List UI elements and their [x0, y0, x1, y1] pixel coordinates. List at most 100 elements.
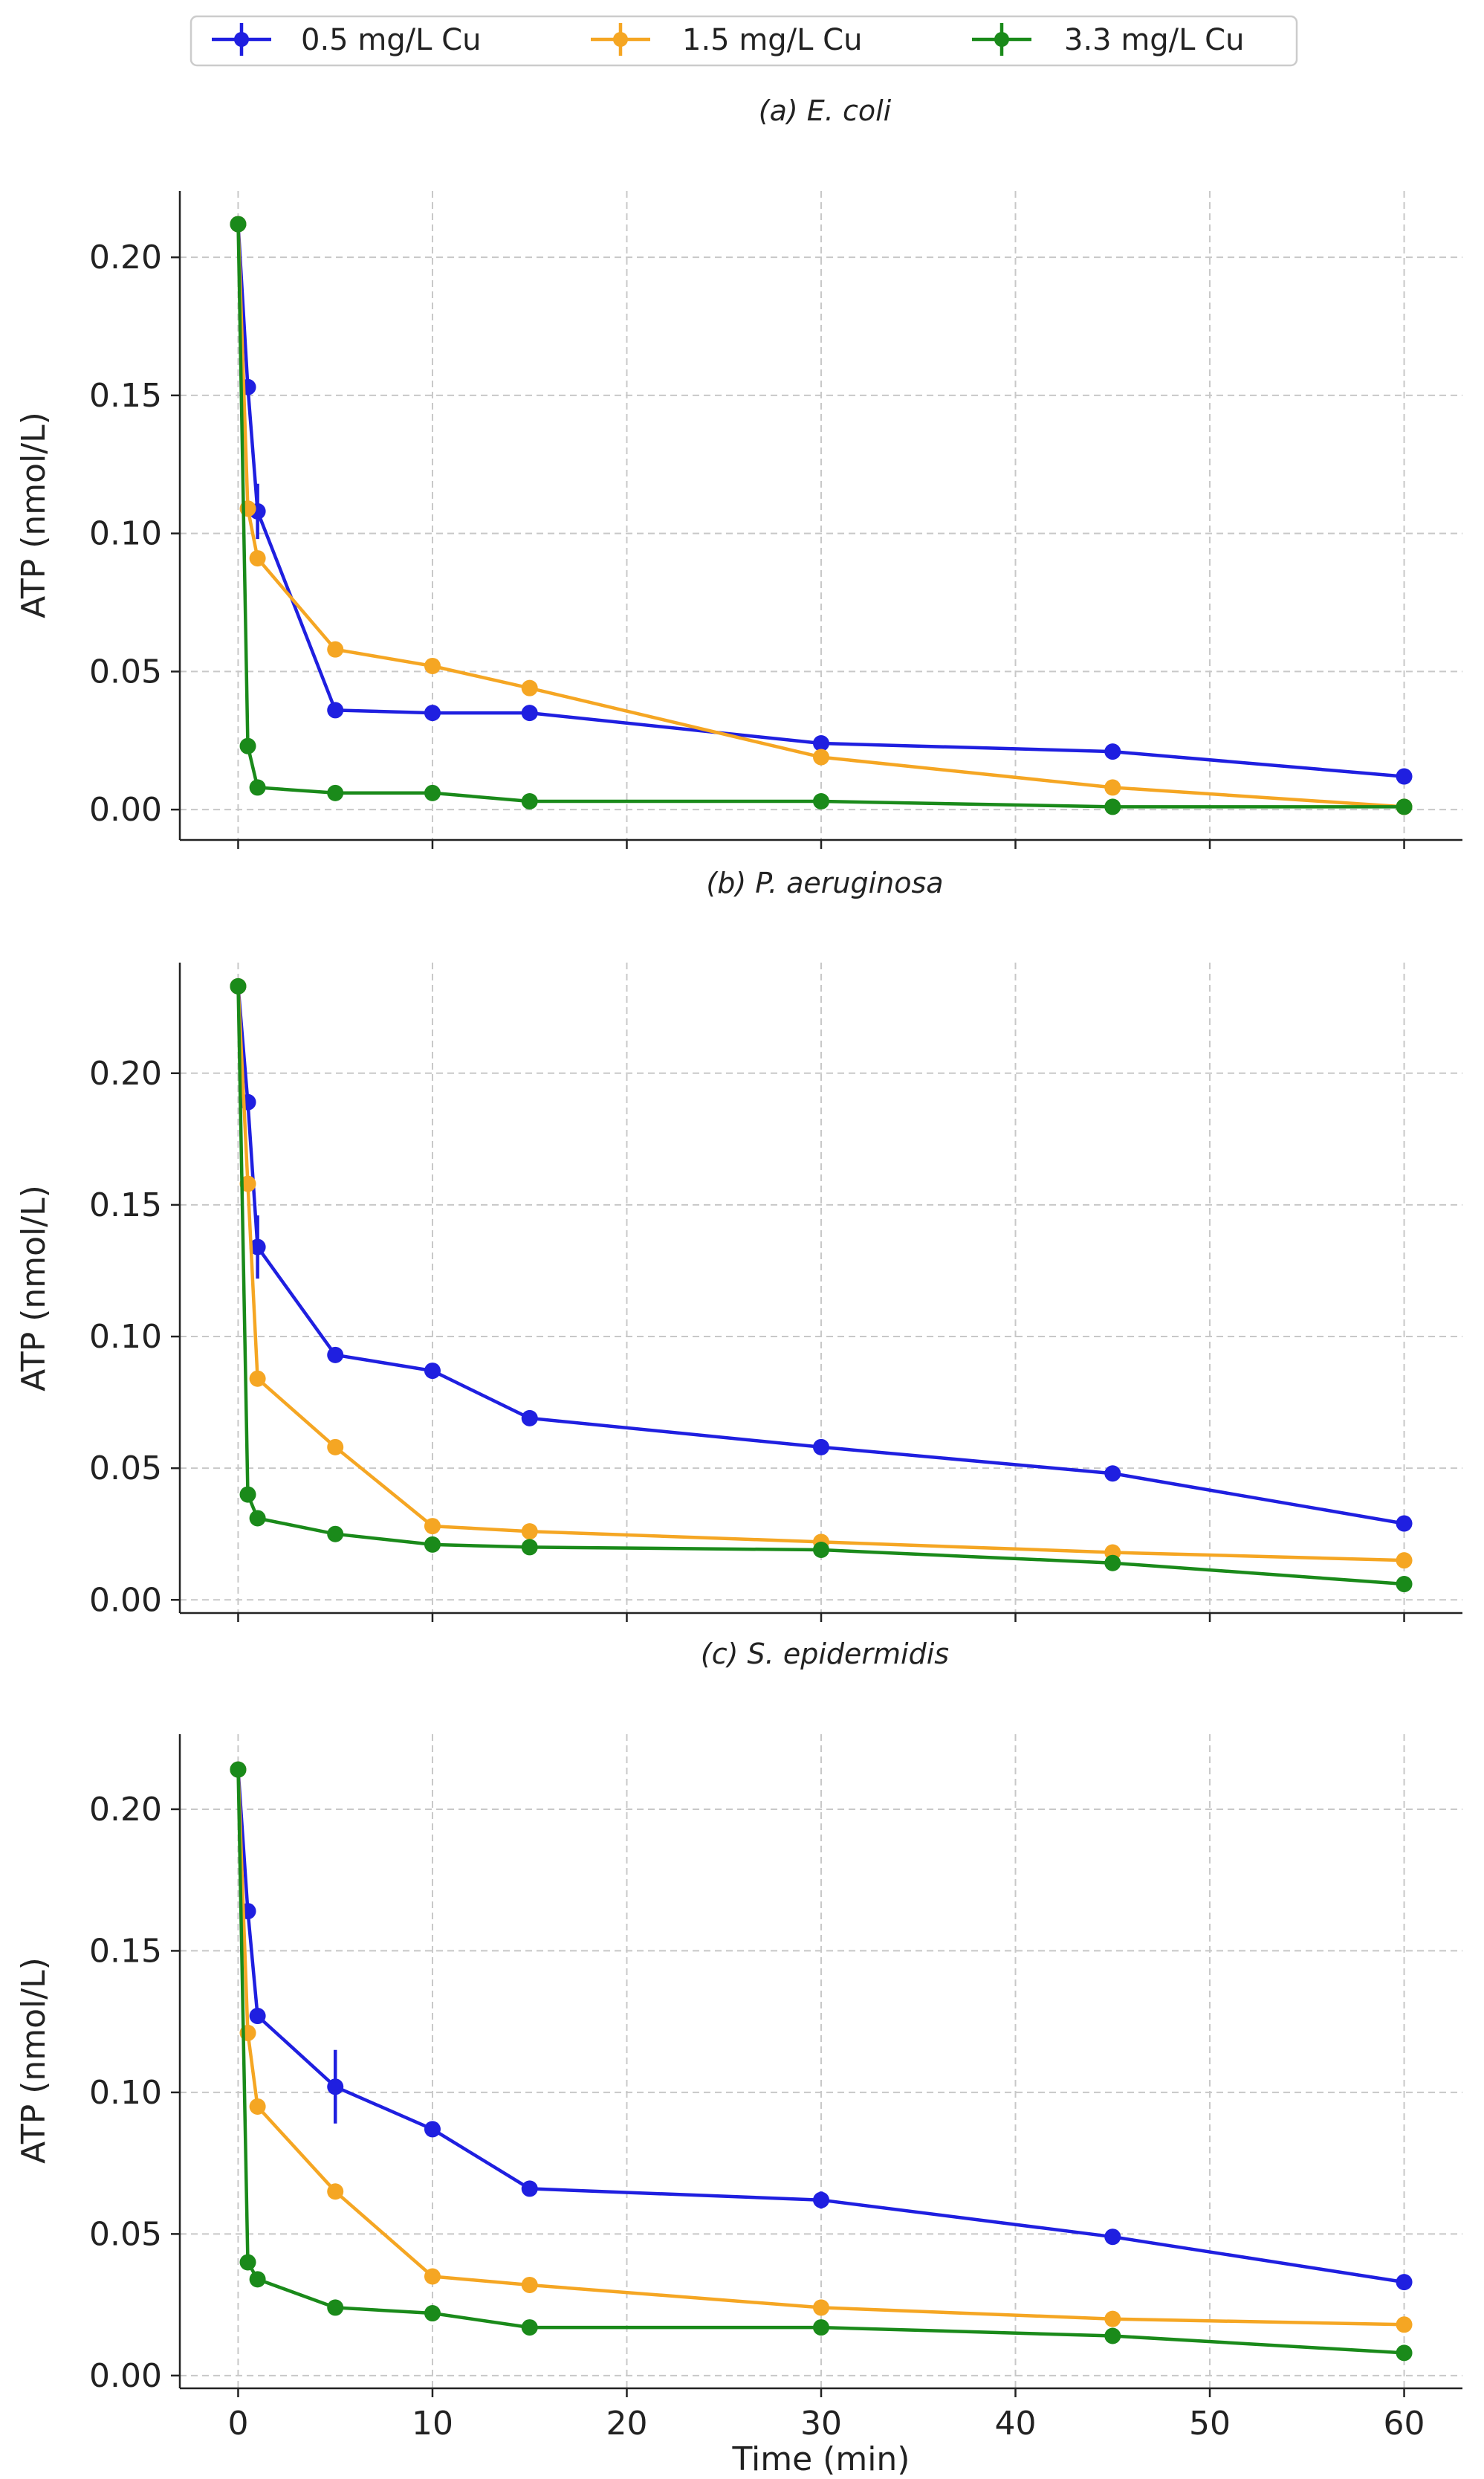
data-point [521, 1409, 538, 1426]
data-point [424, 705, 441, 722]
y-tick-label: 0.20 [89, 1055, 162, 1093]
panel-e-coli: 0.00 0.05 0.10 0.15 0.20 ATP (nmol/L) [15, 191, 1462, 849]
data-point [813, 2191, 829, 2208]
data-point [813, 1438, 829, 1455]
data-point [521, 2276, 538, 2293]
data-point [1396, 798, 1413, 815]
legend-marker-2 [994, 32, 1009, 47]
y-tick-label: 0.15 [89, 1932, 162, 1970]
data-point [1104, 743, 1121, 760]
y-tick-label: 0.10 [89, 515, 162, 553]
data-point [327, 1438, 344, 1455]
data-point [249, 2271, 266, 2288]
x-tick-label: 10 [412, 2405, 453, 2443]
x-tick-label: 50 [1189, 2405, 1231, 2443]
y-tick-label: 0.10 [89, 1318, 162, 1356]
data-point [230, 216, 247, 233]
data-point [813, 2319, 829, 2336]
panel-p-aeruginosa: 0.00 0.05 0.10 0.15 0.20 ATP (nmol/L) [15, 963, 1462, 1622]
data-point [239, 1175, 256, 1192]
data-point [813, 749, 829, 766]
data-point [327, 2299, 344, 2316]
data-point [1104, 1554, 1121, 1571]
series-2 [230, 977, 1413, 1593]
data-point [424, 1536, 441, 1553]
panel-s-epidermidis: 0 10 20 30 40 50 60 0.00 0.05 0.10 0.15 0.20 ATP (nm… [15, 1734, 1462, 2478]
data-point [249, 1370, 266, 1387]
data-point [249, 779, 266, 796]
panel-title-a: (a) E. coli [759, 94, 892, 127]
x-tick-label: 0 [227, 2405, 248, 2443]
data-point [249, 2008, 266, 2025]
y-tick-label: 0.05 [89, 2215, 162, 2253]
y-tick-label: 0.00 [89, 791, 162, 829]
data-point [249, 2098, 266, 2115]
legend-label-1: 1.5 mg/L Cu [682, 23, 862, 57]
y-tick-label: 0.15 [89, 1186, 162, 1224]
y-tick-label: 0.05 [89, 1449, 162, 1487]
legend-marker-0 [234, 32, 249, 47]
x-tick-label: 30 [800, 2405, 842, 2443]
legend-entry-0: 0.5 mg/L Cu [212, 23, 481, 57]
data-point [230, 1761, 247, 1778]
data-point [327, 2183, 344, 2200]
data-point [521, 2319, 538, 2336]
data-point [249, 1510, 266, 1527]
data-point [424, 1518, 441, 1535]
series-0 [230, 1761, 1413, 2291]
data-point [424, 2121, 441, 2138]
x-tick-label: 20 [606, 2405, 647, 2443]
y-axis-title: ATP (nmol/L) [15, 1957, 53, 2164]
data-point [327, 702, 344, 719]
data-point [327, 1346, 344, 1363]
legend-entry-1: 1.5 mg/L Cu [591, 23, 862, 57]
y-axis-title: ATP (nmol/L) [15, 1185, 53, 1392]
panel-title-b: (b) P. aeruginosa [706, 867, 943, 899]
data-point [424, 1363, 441, 1380]
data-point [424, 2305, 441, 2322]
data-point [249, 550, 266, 567]
data-point [521, 679, 538, 696]
data-point [1396, 2274, 1413, 2291]
series-2 [230, 216, 1413, 815]
data-point [327, 784, 344, 801]
data-point [1396, 768, 1413, 785]
data-point [521, 1523, 538, 1540]
series-2 [230, 1761, 1413, 2362]
panel-title-c: (c) S. epidermidis [701, 1638, 949, 1670]
data-point [813, 734, 829, 752]
data-point [813, 792, 829, 809]
data-point [327, 641, 344, 658]
series-0 [230, 977, 1413, 1532]
data-point [424, 657, 441, 674]
y-tick-label: 0.10 [89, 2074, 162, 2112]
data-point [239, 2254, 256, 2271]
data-point [521, 1539, 538, 1556]
legend-marker-1 [613, 32, 628, 47]
y-tick-label: 0.20 [89, 239, 162, 277]
data-point [521, 705, 538, 722]
y-axis-title: ATP (nmol/L) [15, 412, 53, 618]
data-point [327, 2078, 344, 2095]
data-point [1396, 1576, 1413, 1593]
legend-label-0: 0.5 mg/L Cu [301, 23, 481, 57]
x-tick-label: 60 [1384, 2405, 1425, 2443]
x-tick-label: 40 [995, 2405, 1037, 2443]
y-tick-label: 0.05 [89, 653, 162, 691]
data-point [230, 977, 247, 995]
y-tick-label: 0.00 [89, 2357, 162, 2395]
data-point [1104, 2327, 1121, 2344]
data-point [327, 1525, 344, 1542]
data-point [813, 2299, 829, 2316]
data-point [1104, 2310, 1121, 2327]
data-point [1396, 1515, 1413, 1532]
data-point [521, 792, 538, 809]
y-tick-label: 0.15 [89, 377, 162, 415]
data-point [249, 1238, 266, 1255]
data-point [1104, 798, 1121, 815]
legend: 0.5 mg/L Cu 1.5 mg/L Cu 3.3 mg/L Cu [189, 15, 1298, 67]
data-point [813, 1541, 829, 1558]
y-tick-label: 0.00 [89, 1581, 162, 1619]
